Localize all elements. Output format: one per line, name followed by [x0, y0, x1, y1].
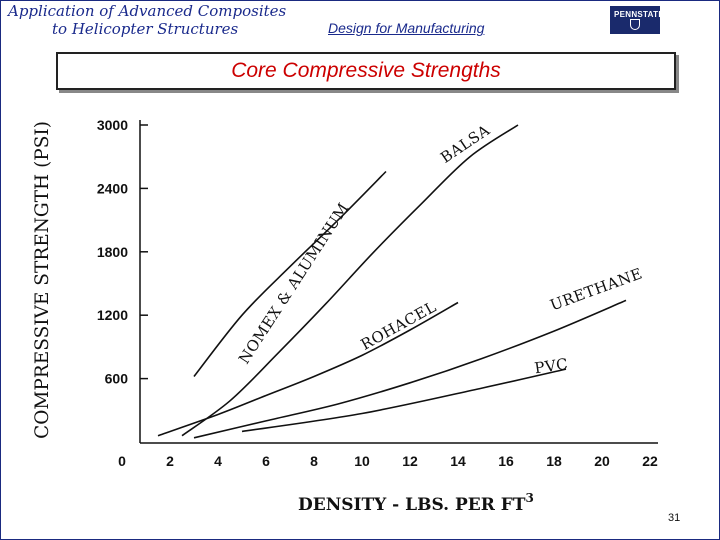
series-label-nomex-aluminum: NOMEX & ALUMINUM [235, 199, 353, 367]
series-line-pvc [241, 368, 567, 433]
y-tick-label: 600 [105, 371, 129, 387]
slide-title: Core Compressive Strengths [231, 59, 501, 82]
series-label-urethane: URETHANE [548, 264, 645, 314]
series-label-rohacel: ROHACEL [358, 298, 440, 354]
x-tick-label: 8 [310, 453, 318, 469]
university-logo: PENNSTATE [610, 6, 664, 34]
x-tick-label: 22 [642, 453, 658, 469]
course-title-line1: Application of Advanced Composites [8, 2, 287, 20]
y-axis-label: COMPRESSIVE STRENGTH (PSI) [32, 121, 53, 439]
section-title: Design for Manufacturing [328, 20, 485, 36]
shield-icon [630, 19, 640, 30]
y-tick-label: 1800 [97, 244, 128, 260]
page-number: 31 [668, 512, 681, 524]
series-line-rohacel [157, 301, 459, 437]
x-axis-label-text: DENSITY - LBS. PER FT [298, 495, 526, 515]
axes [139, 120, 658, 444]
x-tick-label: 10 [354, 453, 370, 469]
x-tick-label: 0 [118, 453, 126, 469]
x-tick-label: 16 [498, 453, 514, 469]
x-tick-label: 18 [546, 453, 562, 469]
x-tick-label: 6 [262, 453, 270, 469]
series-label-pvc: PVC [533, 355, 569, 378]
x-axis-label: DENSITY - LBS. PER FT3 [298, 491, 534, 515]
series-line-nomex-aluminum [193, 170, 387, 377]
course-title-line2: to Helicopter Structures [52, 20, 239, 38]
series-line-balsa [181, 124, 519, 437]
y-tick-label: 1200 [97, 307, 128, 323]
x-tick-label: 2 [166, 453, 174, 469]
x-axis-label-superscript: 3 [525, 491, 533, 505]
logo-text: PENNSTATE [614, 10, 664, 19]
x-tick-label: 4 [214, 453, 222, 469]
series-lines [157, 124, 627, 439]
y-tick-label: 2400 [97, 180, 128, 196]
tick-labels: 600 1200 1800 2400 3000 0 2 4 6 8 10 12 14 16 18 20 22 [97, 117, 658, 469]
course-title: Application of Advanced Composites to He… [8, 2, 288, 38]
slide-title-box: Core Compressive Strengths [56, 52, 676, 90]
x-tick-label: 12 [402, 453, 418, 469]
x-tick-label: 14 [450, 453, 466, 469]
series-line-urethane [193, 299, 627, 439]
y-tick-label: 3000 [97, 117, 128, 133]
x-tick-label: 20 [594, 453, 610, 469]
